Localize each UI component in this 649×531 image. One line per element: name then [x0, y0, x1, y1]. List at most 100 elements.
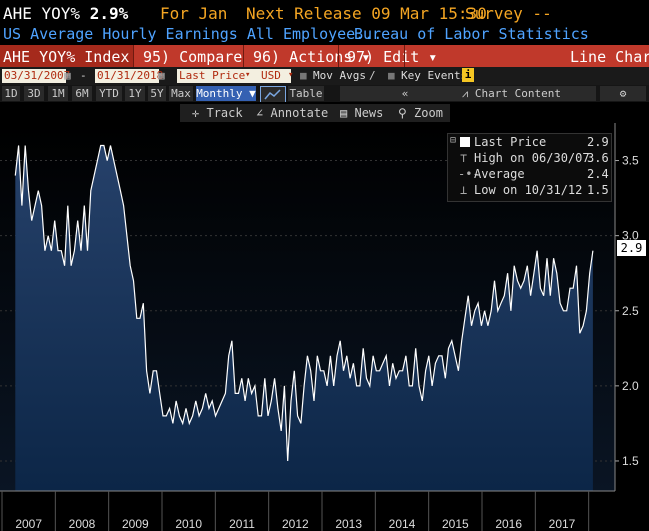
key-events-checkbox[interactable]: ■: [388, 69, 395, 82]
actions-button[interactable]: 96) Actions ▾: [253, 48, 371, 66]
x-tick-label: 2013: [335, 517, 362, 531]
range-3d[interactable]: 3D: [24, 86, 44, 101]
calendar-icon[interactable]: ▦: [64, 69, 71, 82]
key-events-label: Key Events: [401, 69, 468, 82]
last-price-swatch: [460, 137, 470, 147]
index-tab-bg: [0, 45, 133, 67]
description-bar: US Average Hourly Earnings All Employee.…: [0, 25, 649, 45]
high-label: High on 06/30/07: [474, 151, 590, 165]
survey-label: Survey --: [465, 4, 552, 23]
range-1y[interactable]: 1Y: [125, 86, 145, 101]
collapse-button[interactable]: «: [340, 86, 470, 101]
tool-group: [180, 104, 450, 122]
info-icon[interactable]: i: [462, 68, 474, 82]
annotate-button[interactable]: ∠ Annotate: [250, 104, 334, 122]
chevron-down-icon[interactable]: ▾: [288, 70, 294, 80]
compare-button[interactable]: 95) Compare: [143, 48, 243, 66]
last-price-label: Last Price: [474, 135, 547, 149]
range-1m[interactable]: 1M: [48, 86, 68, 101]
news-label: News: [354, 106, 384, 120]
average-value: 2.4: [587, 167, 609, 181]
high-value: 3.6: [587, 151, 609, 165]
double-chevron-left-icon: «: [401, 87, 409, 100]
range-max[interactable]: Max: [169, 86, 193, 101]
menu-divider: [338, 45, 339, 67]
menu-divider: [133, 45, 134, 67]
chart-content-button[interactable]: ⩘ Chart Content: [456, 86, 596, 101]
menu-bar: AHE YOY% Index 95) Compare 96) Actions ▾…: [0, 45, 649, 67]
index-label[interactable]: AHE YOY% Index: [3, 48, 130, 66]
low-marker-icon: ⊥: [460, 183, 468, 197]
low-value: 1.5: [587, 183, 609, 197]
frequency-select[interactable]: Monthly ▼: [196, 86, 256, 101]
y-tick-label: 2.0: [622, 379, 639, 393]
x-tick-label: 2009: [122, 517, 149, 531]
x-tick-label: 2017: [549, 517, 576, 531]
edit-button[interactable]: 97) Edit ▾: [347, 48, 438, 66]
source-label: Bureau of Labor Statistics: [354, 25, 589, 43]
y-axis-band: [615, 123, 649, 491]
y-axis: 1.5 2.0 2.5 3.0 3.5: [614, 123, 639, 491]
menu-divider: [243, 45, 244, 67]
range-5y[interactable]: 5Y: [148, 86, 166, 101]
range-1d[interactable]: 1D: [2, 86, 20, 101]
annotate-label: Annotate: [270, 106, 329, 120]
track-label: Track: [206, 106, 243, 120]
ticker-label: AHE YOY%: [3, 4, 81, 23]
for-label: For Jan: [160, 4, 228, 23]
range-6m[interactable]: 6M: [72, 86, 92, 101]
range-bar: 1D 3D 1M 6M YTD 1Y 5Y Max Monthly ▼ Tabl…: [0, 85, 649, 103]
y-tick-label: 2.5: [622, 304, 639, 318]
x-tick-label: 2014: [389, 517, 416, 531]
news-button[interactable]: ▤ News: [334, 104, 389, 122]
pencil-icon: ∠: [256, 106, 264, 120]
x-tick-label: 2011: [229, 517, 255, 531]
y-tick-label: 3.0: [622, 229, 639, 243]
x-axis: 2007 2008 2009 2010 2011 2012 2013 2014 2015 2016…: [0, 490, 615, 531]
low-label: Low on 10/31/12: [474, 183, 583, 197]
end-date-field[interactable]: 01/31/2018: [95, 69, 164, 83]
x-tick-label: 2012: [282, 517, 309, 531]
ticker-readout: AHE YOY% 2.9%: [3, 4, 128, 23]
area-fill: [15, 145, 593, 491]
news-icon: ▤: [340, 106, 348, 120]
x-tick-label: 2016: [495, 517, 522, 531]
chart-content-icon: ⩘: [462, 87, 469, 100]
table-button[interactable]: Table: [288, 86, 324, 101]
magnifier-icon: ⚲: [398, 106, 407, 120]
menu-divider: [404, 45, 405, 67]
track-button[interactable]: ✛ Track: [186, 104, 249, 122]
start-date-field[interactable]: 03/31/2007: [2, 69, 71, 83]
legend-panel[interactable]: ⊟ Last Price 2.9 ⊤ High on 06/30/07 3.6 …: [447, 133, 612, 202]
ticker-value: 2.9%: [89, 4, 129, 23]
x-tick-label: 2015: [442, 517, 469, 531]
mov-avgs-checkbox[interactable]: ■: [300, 69, 307, 82]
chart-settings-bar: 03/31/2007 ▦ - 01/31/2018 ▦ Last Price ▾…: [0, 67, 649, 85]
average-marker-icon: -•-: [458, 167, 480, 181]
zoom-label: Zoom: [414, 106, 443, 120]
collapse-icon[interactable]: ⊟: [450, 135, 457, 146]
security-description: US Average Hourly Earnings All Employee.…: [3, 25, 383, 43]
next-release-label: Next Release 09 Mar 15:30: [246, 4, 487, 23]
high-marker-icon: ⊤: [460, 151, 468, 165]
line-chart[interactable]: 1.5 2.0 2.5 3.0 3.5 2007 2008 2009 2010 2011 2012…: [0, 123, 649, 531]
gear-icon[interactable]: ⚙: [600, 86, 646, 101]
currency-select[interactable]: USD: [259, 69, 291, 83]
y-tick-label: 1.5: [622, 454, 639, 468]
tool-bar: ✛ Track ∠ Annotate ▤ News ⚲ Zoom: [0, 102, 649, 123]
line-chart-icon[interactable]: [260, 86, 286, 103]
chart-type-label[interactable]: Line Chart: [570, 48, 649, 66]
field-select[interactable]: Last Price: [177, 69, 259, 83]
y-tick-label: 3.5: [622, 154, 639, 168]
last-price-tag: 2.9: [617, 240, 646, 256]
zoom-button[interactable]: ⚲ Zoom: [392, 104, 449, 122]
x-tick-label: 2010: [175, 517, 202, 531]
pencil-icon[interactable]: /: [369, 69, 376, 82]
crosshair-icon: ✛: [192, 106, 200, 120]
calendar-icon[interactable]: ▦: [158, 69, 165, 82]
last-price-value: 2.9: [587, 135, 609, 149]
x-tick-label: 2007: [15, 517, 42, 531]
date-separator: -: [80, 69, 87, 82]
range-ytd[interactable]: YTD: [96, 86, 122, 101]
chevron-down-icon[interactable]: ▾: [245, 70, 251, 80]
